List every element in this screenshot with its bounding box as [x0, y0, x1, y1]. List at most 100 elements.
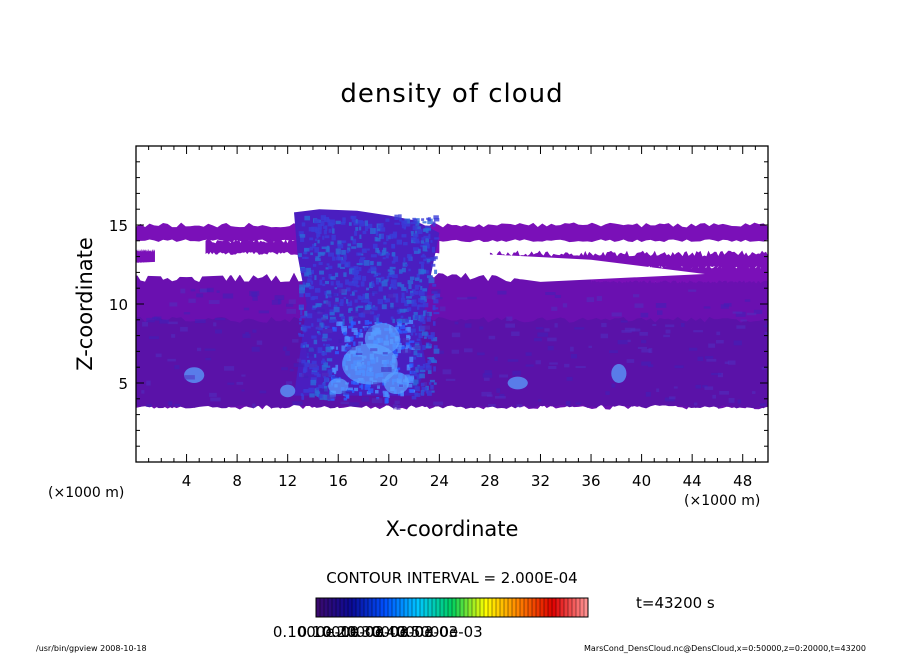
cloud-texture	[627, 339, 631, 343]
cloud-speck	[343, 272, 347, 277]
cloud-speck	[358, 332, 364, 338]
cloud-texture	[640, 312, 649, 318]
chart-title: density of cloud	[340, 79, 563, 109]
cloud-texture	[381, 367, 392, 372]
cloud-speck	[399, 324, 406, 330]
cloud-texture	[641, 348, 651, 353]
cloud-blob	[364, 322, 401, 355]
cloud-speck	[329, 346, 335, 350]
cloud-speck	[382, 257, 386, 260]
cloud-speck	[357, 305, 364, 309]
colorbar-cell	[499, 597, 505, 618]
cloud-speck	[426, 217, 430, 220]
cloud-speck	[411, 395, 417, 400]
contour-interval: CONTOUR INTERVAL = 2.000E-04	[326, 569, 577, 587]
cloud-speck	[433, 345, 438, 349]
cloud-speck	[415, 367, 419, 373]
cloud-speck	[321, 277, 325, 280]
cloud-speck	[377, 321, 383, 325]
cloud-texture	[241, 389, 245, 392]
cloud-speck	[313, 218, 320, 224]
cloud-speck	[359, 259, 365, 266]
cloud-texture	[720, 304, 729, 309]
cloud-speck	[335, 280, 341, 286]
cloud-speck	[378, 251, 382, 255]
cloud-speck	[401, 220, 408, 225]
cloud-texture	[155, 353, 162, 358]
cloud-texture	[393, 404, 399, 410]
cloud-speck	[398, 214, 402, 219]
cloud-texture	[355, 310, 362, 314]
colorbar-cell	[351, 597, 357, 618]
x-tick-label: 16	[329, 472, 348, 490]
cloud-texture	[194, 319, 206, 324]
cloud-speck	[301, 222, 306, 227]
cloud-texture	[297, 358, 301, 363]
cloud-speck	[371, 283, 375, 288]
cloud-speck	[381, 304, 387, 310]
cloud-speck	[383, 295, 386, 300]
cloud-speck	[397, 321, 402, 327]
colorbar-cell	[363, 597, 369, 618]
cloud-speck	[351, 291, 355, 296]
cloud-speck	[307, 359, 310, 364]
cloud-texture	[702, 385, 708, 388]
cloud-texture	[142, 321, 148, 327]
cloud-speck	[385, 255, 389, 259]
cloud-speck	[426, 343, 429, 348]
cloud-speck	[356, 243, 363, 248]
cloud-texture	[551, 306, 558, 311]
cloud-texture	[545, 292, 556, 296]
cloud-speck	[309, 393, 315, 398]
cloud-speck	[352, 389, 355, 393]
cloud-texture	[665, 329, 671, 334]
cloud-texture	[512, 370, 521, 376]
cloud-speck	[350, 236, 354, 241]
cloud-speck	[346, 393, 350, 399]
cloud-speck	[318, 262, 323, 266]
colorbar-cell	[563, 597, 569, 618]
colorbar-cell	[443, 597, 449, 618]
cloud-speck	[330, 241, 334, 245]
cloud-texture	[402, 338, 410, 343]
y-tick-label: 5	[118, 375, 128, 393]
cloud-speck	[410, 331, 414, 336]
cloud-speck	[299, 292, 304, 298]
cloud-speck	[328, 273, 332, 279]
colorbar-label: 0.5000e-03	[397, 623, 483, 641]
cloud-speck	[369, 282, 373, 285]
cloud-speck	[314, 388, 320, 393]
cloud-speck	[328, 372, 332, 378]
cloud-speck	[364, 297, 370, 303]
cloud-speck	[321, 246, 327, 250]
colorbar-cell	[379, 597, 385, 618]
cloud-texture	[274, 295, 285, 300]
cloud-speck	[337, 263, 342, 268]
cloud-speck	[339, 302, 344, 307]
cloud-speck	[404, 320, 408, 326]
cloud-speck	[428, 382, 432, 385]
cloud-texture	[566, 400, 571, 406]
y-tick-label: 15	[109, 217, 128, 235]
cloud-speck	[391, 284, 397, 289]
cloud-texture	[761, 367, 767, 370]
cloud-speck	[324, 216, 330, 223]
cloud-texture	[205, 357, 212, 361]
cloud-speck	[304, 310, 308, 317]
cloud-texture	[364, 327, 373, 332]
cloud-speck	[304, 272, 309, 277]
cloud-speck	[417, 364, 420, 368]
cloud-speck	[370, 260, 374, 266]
cloud-texture	[431, 289, 441, 294]
y-axis-ticks: 5 10 15	[109, 161, 768, 447]
cloud-speck	[381, 234, 384, 240]
cloud-texture	[495, 395, 506, 399]
cloud-texture	[736, 325, 746, 329]
cloud-speck	[407, 255, 412, 262]
cloud-speck	[360, 257, 366, 260]
cloud-speck	[432, 283, 437, 287]
cloud-speck	[353, 289, 358, 293]
cloud-texture	[314, 309, 325, 312]
cloud-speck	[422, 288, 427, 292]
